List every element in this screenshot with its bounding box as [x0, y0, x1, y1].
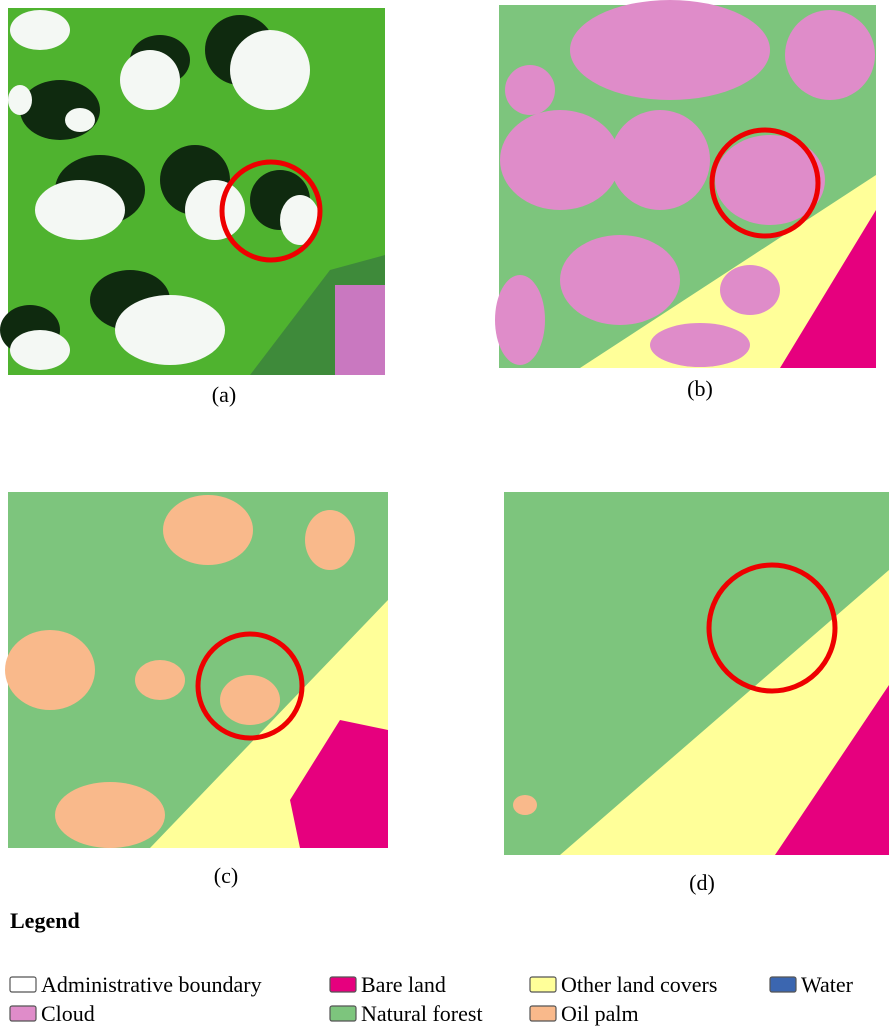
- legend-label: Oil palm: [561, 1001, 639, 1026]
- caption: (d): [689, 870, 715, 895]
- panel-a-image: [0, 8, 385, 375]
- legend-label: Other land covers: [561, 972, 717, 997]
- caption: (b): [687, 376, 713, 401]
- panel-b-map: [495, 0, 876, 368]
- legend-swatch: [330, 1006, 356, 1021]
- panel-d-map: [504, 492, 889, 855]
- legend-swatch: [10, 1006, 36, 1021]
- legend-swatch: [330, 977, 356, 992]
- legend-title: Legend: [10, 908, 80, 933]
- legend-swatch: [530, 977, 556, 992]
- legend-label: Water: [801, 972, 854, 997]
- legend: Administrative boundary Bare land Other la…: [10, 972, 854, 1026]
- caption: (a): [212, 382, 236, 407]
- legend-swatch: [530, 1006, 556, 1021]
- panel-c-map: [5, 492, 388, 848]
- caption: (c): [214, 863, 238, 888]
- legend-swatch: [770, 977, 796, 992]
- figure: (a) (b) (c) (d) Legend Administrative bo…: [0, 0, 891, 1032]
- legend-label: Bare land: [361, 972, 446, 997]
- legend-swatch: [10, 977, 36, 992]
- figure-canvas: (a) (b) (c) (d) Legend Administrative bo…: [0, 0, 891, 1032]
- legend-label: Cloud: [41, 1001, 95, 1026]
- legend-label: Administrative boundary: [41, 972, 262, 997]
- legend-label: Natural forest: [361, 1001, 483, 1026]
